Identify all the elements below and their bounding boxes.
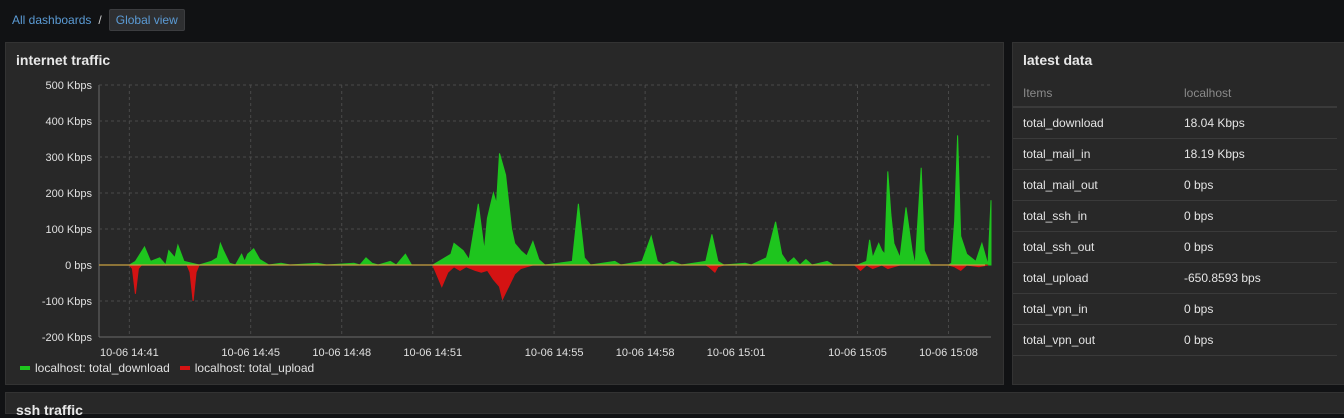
row-item-name: total_mail_in — [1013, 138, 1174, 170]
table-row: total_download 18.04 Kbps — [1013, 107, 1337, 139]
legend-label-download: localhost: total_download — [35, 361, 170, 375]
row-item-name: total_vpn_in — [1013, 293, 1174, 325]
row-item-value: 0 bps — [1174, 293, 1337, 325]
row-item-name: total_upload — [1013, 262, 1174, 294]
row-item-name: total_vpn_out — [1013, 324, 1174, 356]
legend-label-upload: localhost: total_upload — [194, 361, 315, 375]
row-item-value: 0 bps — [1174, 200, 1337, 232]
y-tick-label: 500 Kbps — [46, 80, 93, 92]
breadcrumb-all-dashboards-link[interactable]: All dashboards — [12, 13, 92, 27]
x-tick-label: 10-06 14:48 — [312, 347, 371, 359]
y-tick-label: 400 Kbps — [46, 116, 93, 128]
panel-title: ssh traffic — [16, 402, 83, 418]
download-series-area — [127, 135, 992, 267]
x-tick-label: 10-06 14:41 — [100, 347, 159, 359]
table-row: total_vpn_out 0 bps — [1013, 324, 1337, 356]
legend-swatch-download — [20, 366, 30, 370]
table-row: total_mail_out 0 bps — [1013, 169, 1337, 201]
legend-item-upload[interactable]: localhost: total_upload — [179, 361, 315, 375]
traffic-chart[interactable]: 500 Kbps 400 Kbps 300 Kbps 200 Kbps 100 Kbps… — [6, 43, 1003, 384]
row-item-value: 18.19 Kbps — [1174, 138, 1337, 170]
row-item-name: total_mail_out — [1013, 169, 1174, 201]
internet-traffic-panel: 500 Kbps 400 Kbps 300 Kbps 200 Kbps 100 Kbps… — [5, 42, 1004, 385]
row-item-name: total_ssh_in — [1013, 200, 1174, 232]
y-tick-label: 300 Kbps — [46, 152, 93, 164]
panel-title: internet traffic — [16, 52, 111, 68]
y-tick-label: -100 Kbps — [42, 296, 93, 308]
y-tick-label: 0 bps — [65, 260, 92, 272]
y-tick-label: -200 Kbps — [42, 332, 93, 344]
y-tick-label: 200 Kbps — [46, 188, 93, 200]
x-tick-label: 10-06 14:55 — [525, 347, 584, 359]
table-row: total_mail_in 18.19 Kbps — [1013, 138, 1337, 170]
table-row: total_ssh_out 0 bps — [1013, 231, 1337, 263]
row-item-value: 0 bps — [1174, 231, 1337, 263]
x-tick-label: 10-06 14:51 — [403, 347, 462, 359]
table-row: total_vpn_in 0 bps — [1013, 293, 1337, 325]
legend-item-download[interactable]: localhost: total_download — [20, 361, 170, 375]
table-row: total_ssh_in 0 bps — [1013, 200, 1337, 232]
x-tick-label: 10-06 14:58 — [616, 347, 675, 359]
x-tick-label: 10-06 14:45 — [221, 347, 280, 359]
table-row: total_upload -650.8593 bps — [1013, 262, 1337, 294]
column-header-items[interactable]: Items — [1013, 80, 1174, 108]
latest-data-panel: latest data Items localhost total_downlo… — [1012, 42, 1344, 385]
column-header-host[interactable]: localhost — [1174, 80, 1337, 108]
breadcrumb-separator: / — [98, 13, 102, 27]
x-tick-label: 10-06 15:08 — [919, 347, 978, 359]
row-item-value: 0 bps — [1174, 169, 1337, 201]
row-item-value: 18.04 Kbps — [1174, 107, 1337, 139]
row-item-value: -650.8593 bps — [1174, 262, 1337, 294]
panel-title: latest data — [1023, 52, 1093, 68]
y-tick-label: 100 Kbps — [46, 224, 93, 236]
breadcrumb: All dashboards / Global view — [12, 9, 185, 31]
table-header-row: Items localhost — [1013, 80, 1337, 108]
legend-swatch-upload — [179, 366, 190, 370]
x-tick-label: 10-06 15:05 — [828, 347, 887, 359]
row-item-value: 0 bps — [1174, 324, 1337, 356]
x-tick-label: 10-06 15:01 — [707, 347, 766, 359]
chart-legend: localhost: total_download localhost: tot… — [20, 361, 314, 375]
ssh-traffic-panel: ssh traffic — [5, 392, 1344, 418]
breadcrumb-current-view[interactable]: Global view — [108, 9, 185, 31]
row-item-name: total_ssh_out — [1013, 231, 1174, 263]
row-item-name: total_download — [1013, 107, 1174, 139]
upload-series-area — [128, 264, 989, 302]
latest-data-table: Items localhost total_download 18.04 Kbps… — [1013, 80, 1337, 356]
